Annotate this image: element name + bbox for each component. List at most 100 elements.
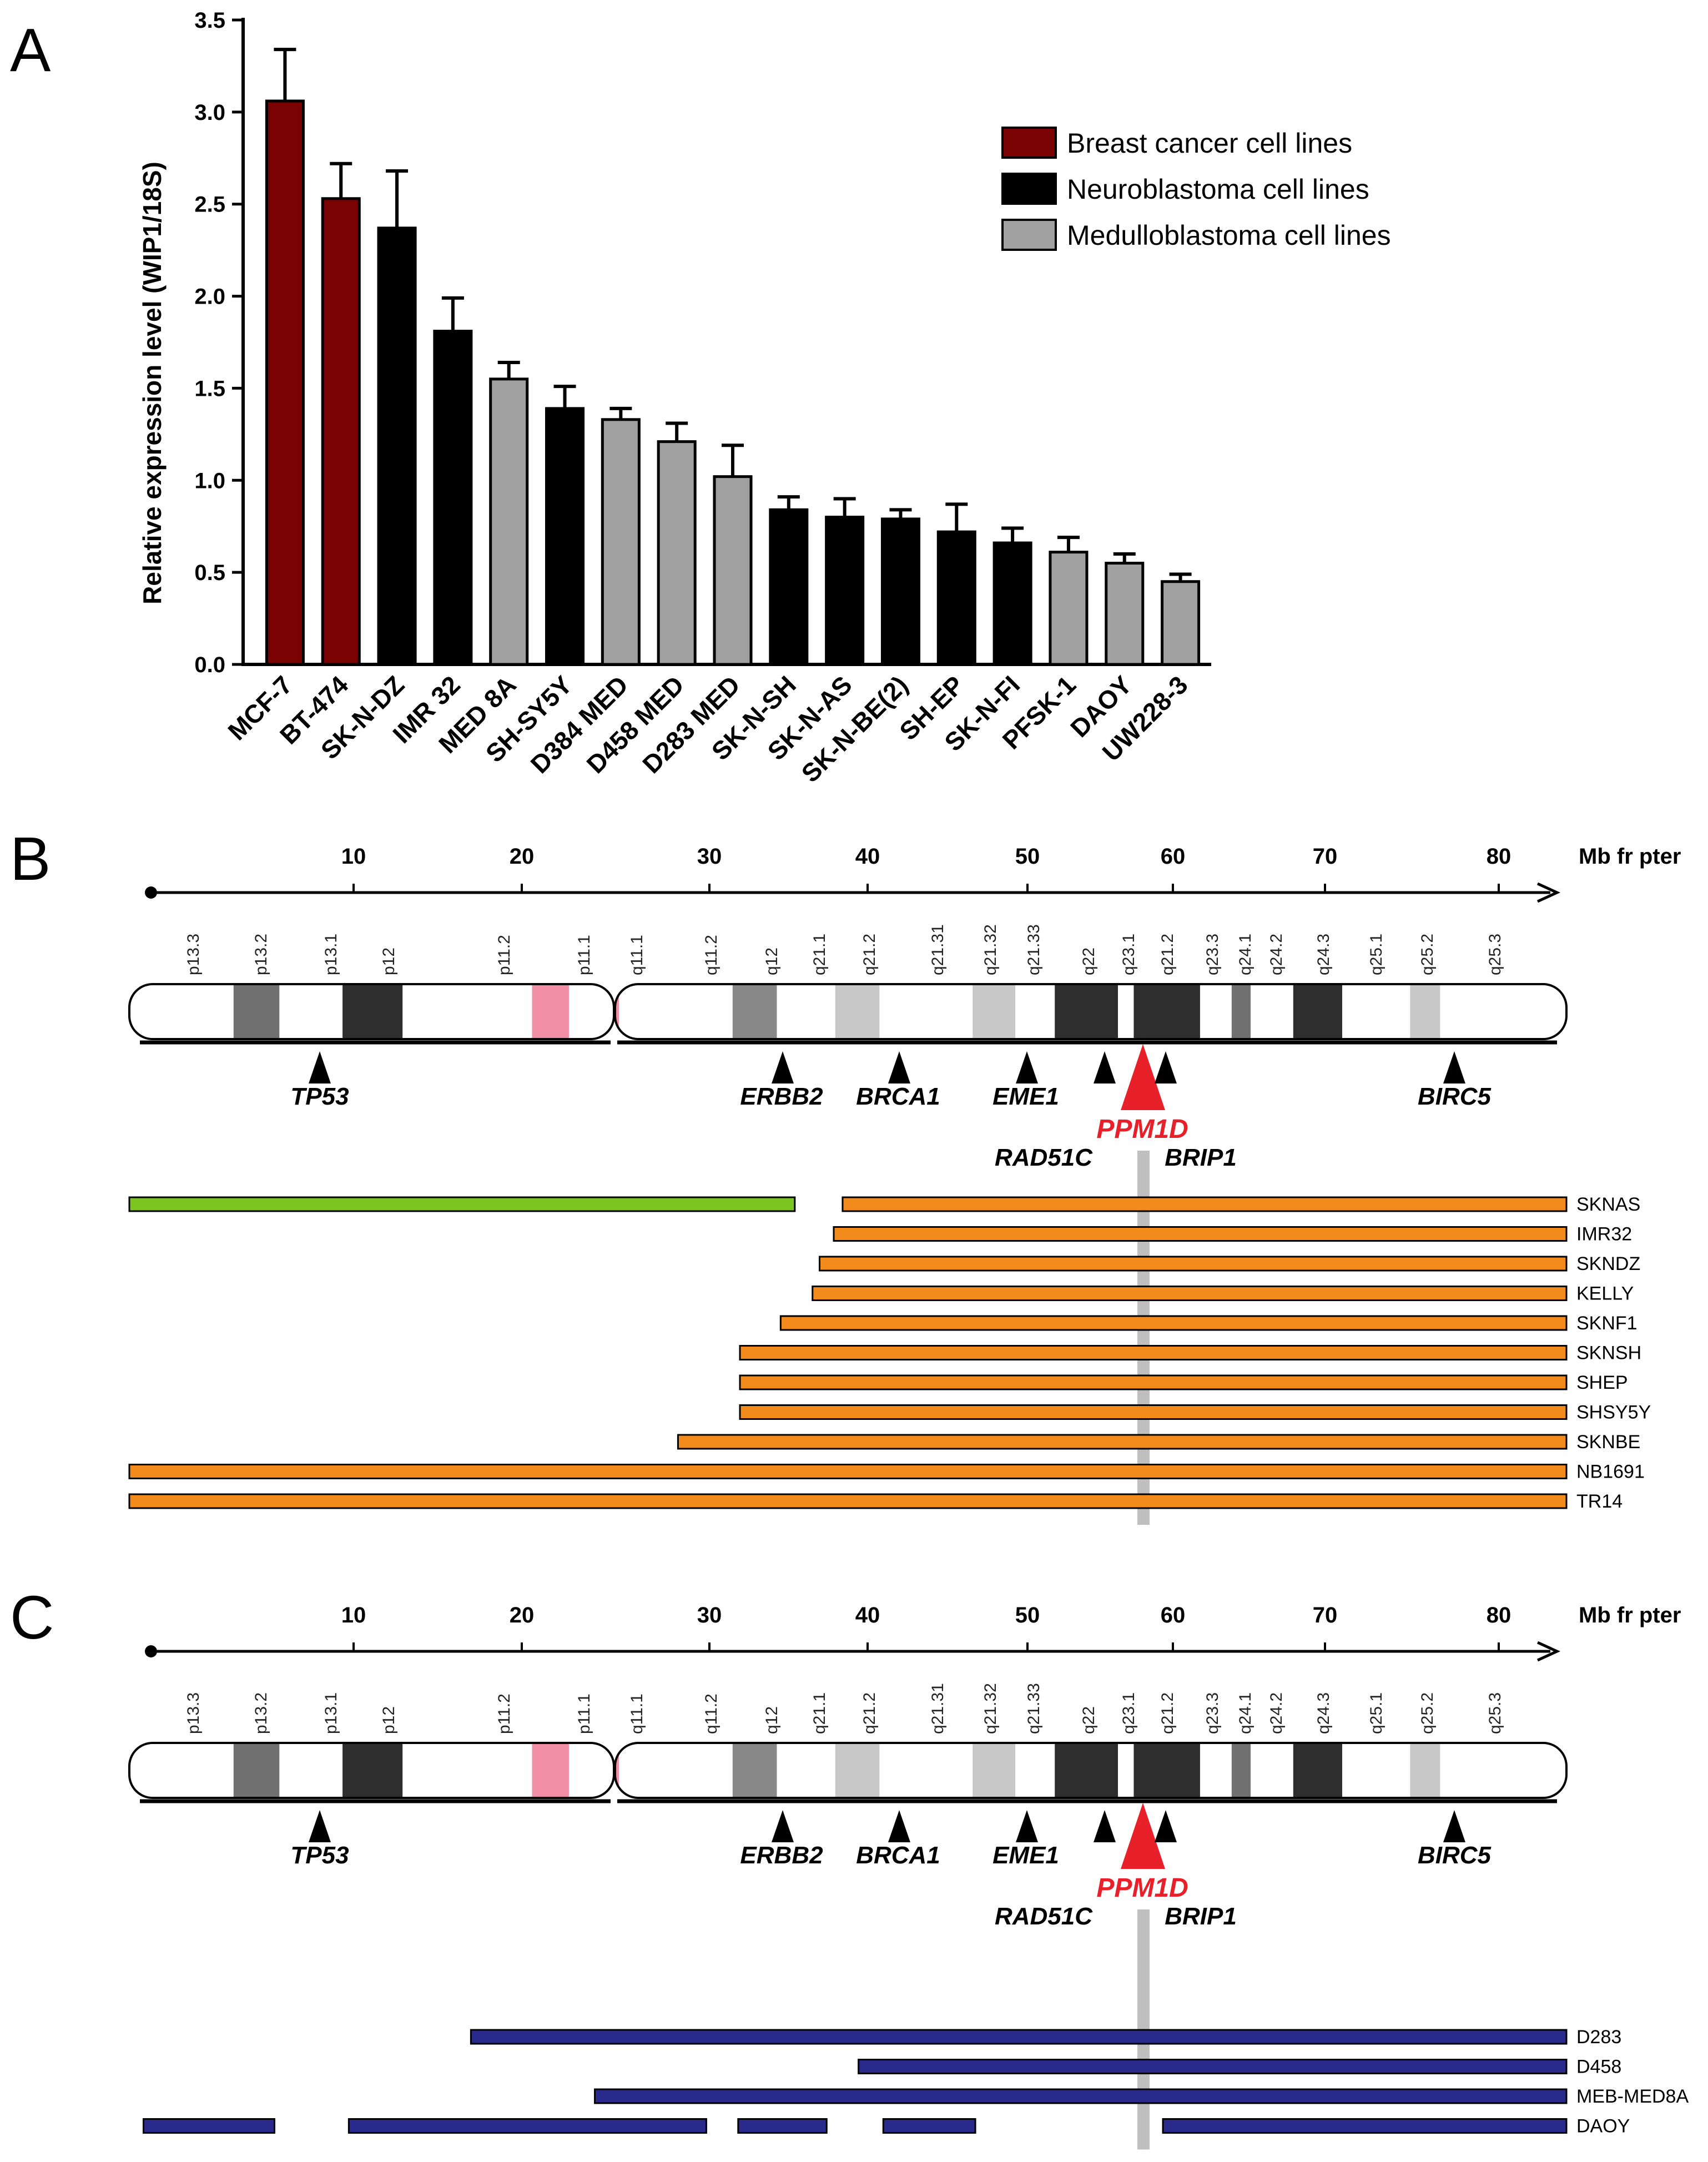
axis-origin-dot xyxy=(145,1645,157,1657)
chromosome-band xyxy=(1440,1743,1566,1798)
band-label: q24.1 xyxy=(1236,934,1254,975)
gene-label-birc5: BIRC5 xyxy=(1418,1083,1492,1110)
band-label: q23.3 xyxy=(1203,934,1222,975)
band-label: q11.2 xyxy=(702,935,721,975)
chromosome-band xyxy=(129,984,234,1039)
mb-tick-label: 10 xyxy=(341,844,366,869)
chromosome-band xyxy=(233,1743,280,1798)
bar-sk-n-be-2- xyxy=(880,517,920,666)
mb-tick-label: 80 xyxy=(1487,1603,1511,1627)
gene-marker xyxy=(1443,1051,1465,1083)
band-label: q12 xyxy=(763,1706,781,1734)
chromosome-band xyxy=(1200,984,1232,1039)
chromosome-band xyxy=(532,984,569,1039)
mb-tick-label: 20 xyxy=(510,1603,535,1627)
gene-label-tp53: TP53 xyxy=(290,1842,349,1869)
legend-swatch-medullo xyxy=(1001,219,1057,251)
segment-tr14 xyxy=(128,1493,1568,1509)
band-label: p13.2 xyxy=(252,1692,270,1734)
bars xyxy=(265,99,1201,666)
axis-unit-label: Mb fr pter xyxy=(1579,844,1681,869)
chromosome-band xyxy=(879,984,974,1039)
bar-sk-n-as xyxy=(825,516,865,666)
mb-tick-label: 40 xyxy=(855,1603,880,1627)
bar-d283-med xyxy=(713,475,753,666)
band-label: q24.1 xyxy=(1236,1692,1254,1734)
segment-meb-med8a xyxy=(594,2088,1568,2104)
gene-label-ppm1d: PPM1D xyxy=(1096,1115,1188,1144)
segment-sknsh xyxy=(739,1345,1568,1360)
band-label: q21.33 xyxy=(1025,924,1043,975)
y-tick-label: 3.5 xyxy=(194,8,225,33)
segment-daoy xyxy=(143,2118,275,2134)
chromosome-band xyxy=(973,1743,1016,1798)
cell-line-label: SHEP xyxy=(1576,1372,1628,1393)
chromosome-band xyxy=(1342,984,1411,1039)
chromosome-band xyxy=(129,1743,234,1798)
chromosome-band xyxy=(1015,984,1056,1039)
chromosome-band xyxy=(973,984,1016,1039)
chromosome-band xyxy=(233,984,280,1039)
chromosome-band xyxy=(1293,984,1343,1039)
gene-label-tp53: TP53 xyxy=(290,1083,349,1110)
cell-line-label: D458 xyxy=(1576,2057,1621,2078)
chromosome-panel-b: 10 20 30 40 50 60 70 80 Mb fr pter p13.3 p13.2 p13.… xyxy=(128,844,1681,1525)
band-label: p13.3 xyxy=(184,934,203,975)
band-label: q21.2 xyxy=(860,1692,879,1734)
mb-tick-label: 80 xyxy=(1487,844,1511,869)
mb-tick-label: 60 xyxy=(1161,844,1186,869)
y-tick-label: 0.0 xyxy=(194,653,225,677)
panel-label-a: A xyxy=(10,16,51,84)
gene-marker xyxy=(772,1051,794,1083)
segment-d458 xyxy=(858,2059,1568,2074)
legend-label: Medulloblastoma cell lines xyxy=(1067,220,1391,251)
bar-chart: Relative expression level (WIP1/18S) 0.0… xyxy=(138,8,1391,788)
bar-daoy xyxy=(1105,562,1145,666)
band-label: p12 xyxy=(380,948,398,975)
mb-tick-label: 50 xyxy=(1015,844,1040,869)
band-label: q21.2 xyxy=(1158,1692,1177,1734)
bar-bt-474 xyxy=(321,197,361,666)
segment-d283 xyxy=(470,2029,1568,2045)
chromosome-band xyxy=(1133,984,1201,1039)
segment-nb1691 xyxy=(128,1464,1568,1479)
bar-sh-sy5y xyxy=(545,407,585,666)
segment-shep xyxy=(739,1374,1568,1390)
chromosome-band xyxy=(279,1743,344,1798)
bar-sk-n-dz xyxy=(377,226,417,666)
band-label: q11.1 xyxy=(628,935,646,975)
gene-marker xyxy=(1094,1051,1116,1083)
chromosome-band xyxy=(835,984,880,1039)
axis-unit-label: Mb fr pter xyxy=(1579,1603,1681,1627)
mb-tick-label: 30 xyxy=(697,844,722,869)
y-tick-label: 2.5 xyxy=(194,193,225,217)
y-tick-label: 1.0 xyxy=(194,468,225,493)
mb-tick-label: 10 xyxy=(341,1603,366,1627)
cell-line-label: KELLY xyxy=(1576,1283,1634,1304)
chromosome-band xyxy=(615,984,619,1039)
bar-d458-med xyxy=(657,440,697,666)
legend-label: Breast cancer cell lines xyxy=(1067,128,1352,159)
band-label: q21.2 xyxy=(1158,934,1177,975)
chromosome-band xyxy=(1133,1743,1201,1798)
gene-label-eme1: EME1 xyxy=(992,1842,1059,1869)
chromosome-band xyxy=(1231,1743,1251,1798)
cell-line-label: TR14 xyxy=(1576,1491,1623,1512)
gene-label-brca1: BRCA1 xyxy=(856,1842,940,1869)
chromosome-band xyxy=(1118,984,1135,1039)
chromosome-band xyxy=(1015,1743,1056,1798)
band-label: q25.3 xyxy=(1486,934,1504,975)
chromosome-band xyxy=(618,1743,733,1798)
mb-tick-label: 50 xyxy=(1015,1603,1040,1627)
chromosome-band xyxy=(732,984,778,1039)
y-tick-label: 0.5 xyxy=(194,561,225,585)
band-label: p13.3 xyxy=(184,1692,203,1734)
cell-line-label: SKNSH xyxy=(1576,1343,1641,1364)
chromosome-band xyxy=(1342,1743,1411,1798)
legend-swatch-neuro xyxy=(1001,173,1057,205)
segment-sknf1 xyxy=(779,1315,1568,1331)
gene-marker xyxy=(1016,1051,1038,1083)
legend: Breast cancer cell lines Neuroblastoma ce… xyxy=(1001,127,1391,251)
axis-origin-dot xyxy=(145,886,157,899)
gene-label-birc5: BIRC5 xyxy=(1418,1842,1492,1869)
